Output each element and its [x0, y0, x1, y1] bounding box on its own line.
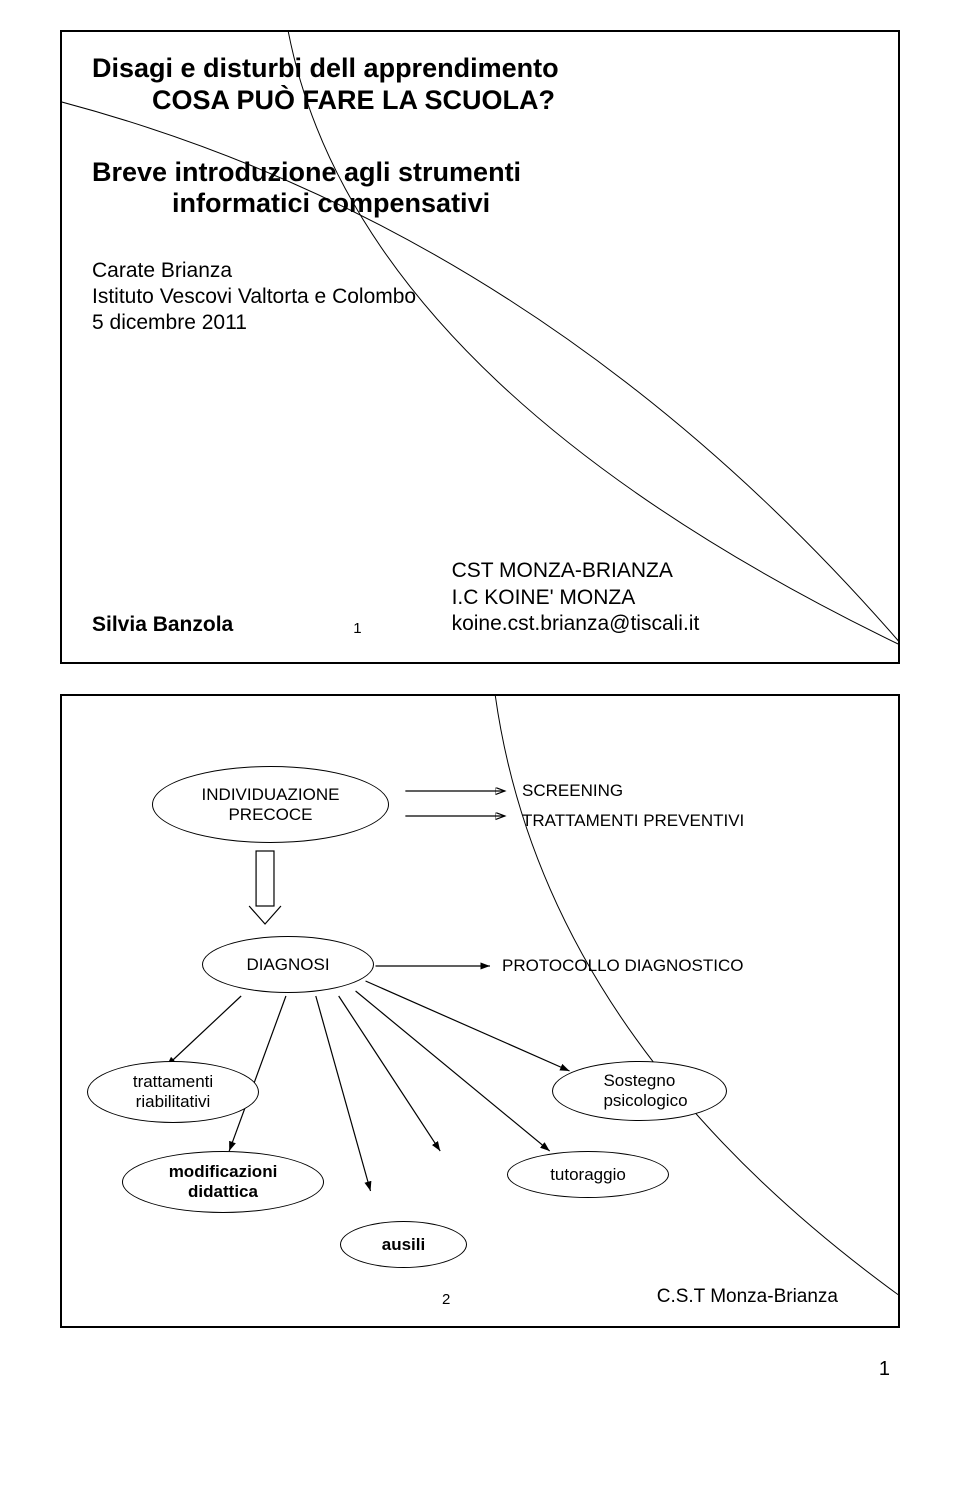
tratt-riab-l2: riabilitativi — [133, 1092, 213, 1112]
contact-l2: I.C KOINE' MONZA — [452, 585, 868, 611]
location: Carate Brianza — [92, 259, 868, 283]
individuazione-l2: PRECOCE — [202, 805, 340, 825]
institute: Istituto Vescovi Valtorta e Colombo — [92, 285, 868, 309]
node-screening: SCREENING — [522, 781, 623, 801]
slide-2: INDIVIDUAZIONE PRECOCE SCREENING TRATTAM… — [60, 694, 900, 1328]
page: Disagi e disturbi dell apprendimento COS… — [0, 30, 960, 1381]
node-tutoraggio: tutoraggio — [507, 1151, 669, 1198]
node-trattamenti-riabilitativi: trattamenti riabilitativi — [87, 1061, 259, 1123]
diagram: INDIVIDUAZIONE PRECOCE SCREENING TRATTAM… — [62, 696, 898, 1326]
page-number: 1 — [0, 1358, 890, 1381]
contact-l1: CST MONZA-BRIANZA — [452, 558, 868, 584]
contact-l3: koine.cst.brianza@tiscali.it — [452, 611, 868, 637]
slide-1-title: Disagi e disturbi dell apprendimento COS… — [92, 52, 868, 117]
diagnosi-label: DIAGNOSI — [246, 955, 329, 975]
title-line-1: Disagi e disturbi dell apprendimento — [92, 52, 868, 84]
node-sostegno: Sostegno psicologico — [552, 1061, 727, 1121]
tratt-riab-l1: trattamenti — [133, 1072, 213, 1092]
contact-block: CST MONZA-BRIANZA I.C KOINE' MONZA koine… — [452, 558, 868, 637]
mod-did-l1: modificazioni — [169, 1162, 278, 1182]
sostegno-l2: psicologico — [603, 1091, 687, 1111]
sostegno-l1: Sostegno — [603, 1071, 687, 1091]
title-line-2: COSA PUÒ FARE LA SCUOLA? — [92, 84, 868, 116]
node-modificazioni-didattica: modificazioni didattica — [122, 1151, 324, 1213]
node-protocollo: PROTOCOLLO DIAGNOSTICO — [502, 956, 744, 976]
slide-1-subtitle: Breve introduzione agli strumenti inform… — [92, 157, 868, 219]
ausili-label: ausili — [382, 1235, 425, 1255]
node-ausili: ausili — [340, 1221, 467, 1268]
author-name: Silvia Banzola — [92, 613, 233, 637]
node-diagnosi: DIAGNOSI — [202, 936, 374, 993]
slide-1-footer: Silvia Banzola 1 CST MONZA-BRIANZA I.C K… — [92, 558, 868, 637]
slide-1-number: 1 — [353, 620, 361, 637]
individuazione-l1: INDIVIDUAZIONE — [202, 785, 340, 805]
slide-1: Disagi e disturbi dell apprendimento COS… — [60, 30, 900, 664]
node-trattamenti-preventivi: TRATTAMENTI PREVENTIVI — [522, 811, 744, 831]
tutoraggio-label: tutoraggio — [550, 1165, 626, 1185]
slide-1-content: Disagi e disturbi dell apprendimento COS… — [62, 32, 898, 662]
subtitle-line-1: Breve introduzione agli strumenti — [92, 157, 868, 188]
mod-did-l2: didattica — [169, 1182, 278, 1202]
location-block: Carate Brianza Istituto Vescovi Valtorta… — [92, 259, 868, 335]
subtitle-line-2: informatici compensativi — [92, 188, 868, 219]
date: 5 dicembre 2011 — [92, 311, 868, 335]
node-individuazione: INDIVIDUAZIONE PRECOCE — [152, 766, 389, 843]
